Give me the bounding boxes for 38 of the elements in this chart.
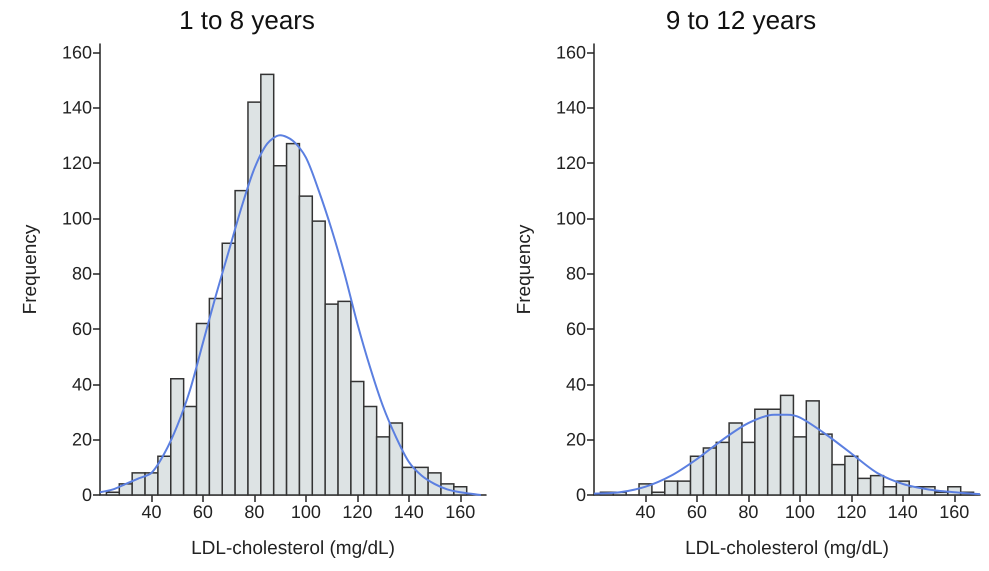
x-tick-label: 120	[342, 502, 372, 522]
chart-title: 9 to 12 years	[666, 5, 816, 35]
y-axis-title: Frequency	[20, 224, 41, 314]
y-tick-label: 120	[62, 152, 92, 173]
x-tick-label: 120	[836, 502, 866, 522]
x-axis-title: LDL-cholesterol (mg/dL)	[685, 538, 889, 559]
x-tick-label: 80	[244, 502, 264, 522]
x-axis-title: LDL-cholesterol (mg/dL)	[191, 538, 395, 559]
y-tick-label: 80	[566, 264, 586, 284]
x-tick-label: 100	[290, 502, 321, 522]
y-tick-label: 80	[72, 264, 92, 284]
x-tick-label: 40	[635, 502, 656, 522]
y-tick-label: 40	[72, 374, 92, 394]
y-axis-title: Frequency	[514, 224, 535, 314]
y-tick-label: 20	[566, 430, 586, 450]
x-tick-label: 60	[192, 502, 213, 522]
x-tick-label: 40	[141, 502, 162, 522]
y-tick-label: 0	[82, 485, 92, 505]
y-tick-label: 100	[62, 208, 92, 228]
y-tick-label: 40	[566, 374, 586, 394]
y-tick-label: 160	[62, 42, 92, 62]
y-tick-label: 140	[62, 98, 92, 118]
y-tick-label: 60	[72, 318, 92, 339]
y-tick-label: 20	[72, 430, 92, 450]
x-tick-label: 80	[738, 502, 758, 522]
y-tick-label: 100	[556, 208, 586, 228]
y-tick-label: 160	[556, 42, 586, 62]
x-tick-label: 60	[686, 502, 707, 522]
y-tick-label: 140	[556, 98, 586, 118]
x-tick-label: 100	[784, 502, 815, 522]
y-tick-label: 60	[566, 318, 586, 339]
chart-title: 1 to 8 years	[179, 5, 315, 35]
x-tick-label: 160	[445, 502, 476, 522]
y-tick-label: 0	[576, 485, 586, 505]
y-tick-label: 120	[556, 152, 586, 173]
x-tick-label: 140	[394, 502, 424, 522]
x-tick-label: 160	[939, 502, 970, 522]
x-tick-label: 140	[888, 502, 918, 522]
